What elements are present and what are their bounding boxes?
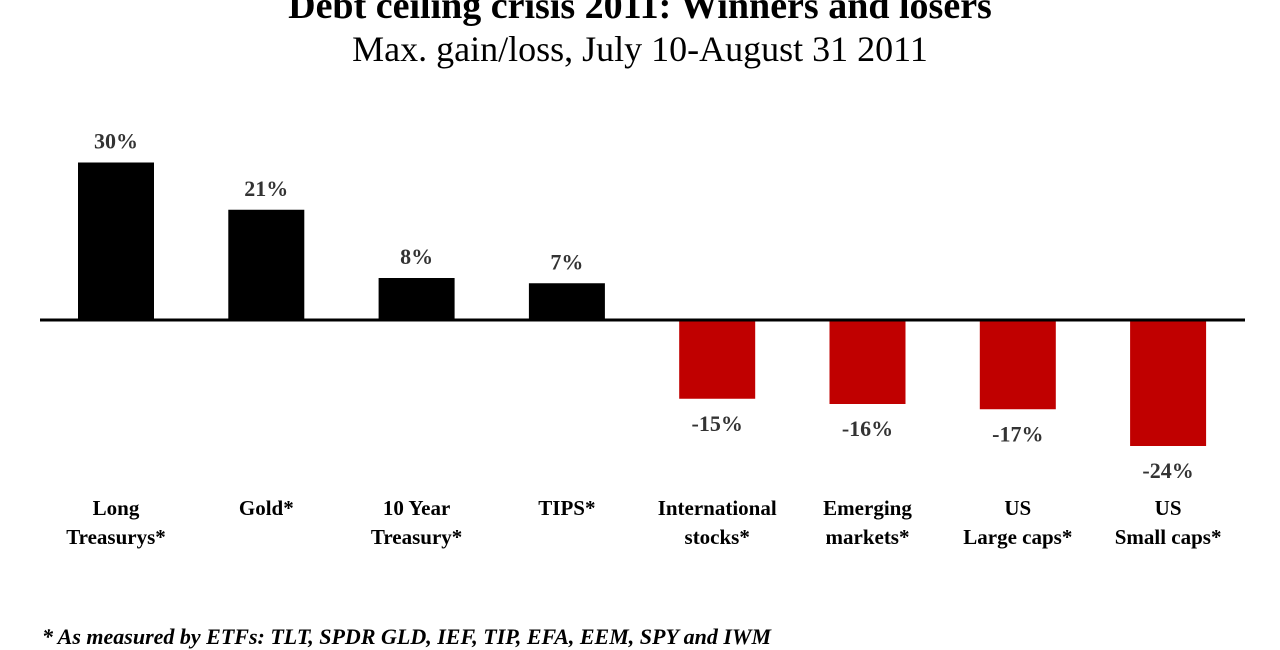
chart-title: Debt ceiling crisis 2011: Winners and lo…: [288, 0, 992, 27]
data-label: 8%: [400, 244, 433, 269]
bar: [78, 162, 154, 320]
data-label: 7%: [550, 249, 583, 274]
bar: [679, 320, 756, 399]
category-label: 10 Year: [383, 496, 450, 520]
footnote: * As measured by ETFs: TLT, SPDR GLD, IE…: [42, 624, 772, 649]
bar: [228, 209, 305, 320]
data-label: -15%: [692, 411, 743, 436]
bar: [1130, 320, 1207, 446]
category-label: Treasury*: [371, 525, 462, 549]
bar: [979, 320, 1056, 410]
bar: [829, 320, 906, 404]
category-label: Treasurys*: [66, 525, 166, 549]
bar: [528, 283, 605, 320]
data-label: 30%: [94, 129, 138, 154]
category-label: Emerging: [823, 496, 912, 520]
category-label: Gold*: [239, 496, 294, 520]
category-label: stocks*: [685, 525, 750, 549]
category-label: Long: [93, 496, 140, 520]
data-label: -17%: [992, 421, 1043, 446]
category-label: International: [658, 496, 777, 520]
category-label: US: [1155, 496, 1182, 520]
data-label: -24%: [1142, 458, 1193, 483]
category-label: TIPS*: [538, 496, 595, 520]
category-label: US: [1004, 496, 1031, 520]
data-label: 21%: [244, 176, 288, 201]
category-label: Small caps*: [1115, 525, 1222, 549]
category-label: Large caps*: [963, 525, 1072, 549]
category-label: markets*: [826, 525, 910, 549]
data-label: -16%: [842, 416, 893, 441]
bar: [378, 278, 455, 320]
chart-subtitle: Max. gain/loss, July 10-August 31 2011: [352, 29, 928, 69]
